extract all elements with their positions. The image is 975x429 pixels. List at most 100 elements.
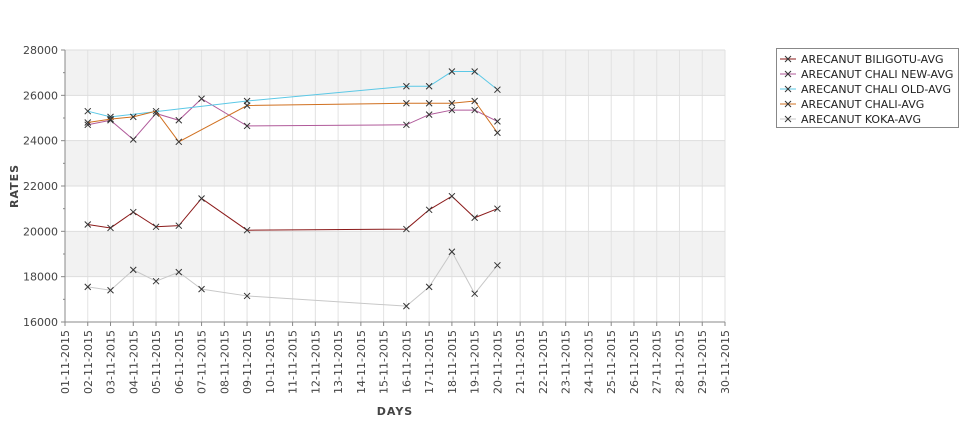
- data-point: [494, 261, 501, 269]
- marker-stroke: [471, 106, 479, 114]
- data-point: [425, 82, 433, 90]
- y-tick-label: 28000: [23, 44, 58, 57]
- legend-box: [776, 48, 959, 128]
- data-point: [243, 226, 251, 234]
- marker-stroke: [403, 225, 410, 233]
- legend: ARECANUT BILIGOTU-AVG ARECANUT CHALI NEW-…: [776, 48, 959, 128]
- data-point: [243, 292, 251, 300]
- y-tick-label: 24000: [23, 135, 58, 148]
- x-tick-label: 14-11-2015: [355, 330, 368, 394]
- data-point: [84, 283, 92, 291]
- data-point: [425, 206, 433, 214]
- marker-stroke: [198, 195, 205, 202]
- legend-marker: [784, 115, 792, 123]
- x-tick-label: 19-11-2015: [469, 330, 482, 394]
- data-point: [448, 248, 456, 256]
- series-1: [84, 192, 501, 234]
- marker-stroke: [403, 302, 410, 310]
- x-tick-label: 10-11-2015: [264, 330, 277, 394]
- marker-stroke: [448, 68, 456, 75]
- data-point: [129, 113, 137, 121]
- data-point: [471, 97, 479, 105]
- marker-stroke: [403, 82, 410, 90]
- x-tick-label: 29-11-2015: [696, 330, 709, 394]
- marker-stroke: [175, 268, 183, 276]
- marker-stroke: [152, 277, 160, 285]
- marker-stroke: [243, 122, 251, 130]
- x-tick-label: 12-11-2015: [309, 330, 322, 394]
- x-tick-label: 08-11-2015: [218, 330, 231, 394]
- data-point: [425, 99, 433, 107]
- x-tick-label: 30-11-2015: [719, 330, 732, 394]
- marker-stroke: [175, 138, 183, 146]
- x-tick-label: 24-11-2015: [582, 330, 595, 394]
- x-tick-label: 26-11-2015: [628, 330, 641, 394]
- marker-stroke: [471, 68, 479, 75]
- legend-label: ARECANUT CHALI NEW-AVG: [801, 68, 953, 81]
- marker-stroke: [84, 121, 92, 129]
- data-point: [448, 68, 456, 75]
- axes: 01-11-2015 02-11-2015 03-11-2015 04-11-2015…: [23, 44, 732, 394]
- legend-marker: [784, 85, 792, 93]
- legend-entry: ARECANUT CHALI-AVG: [780, 98, 924, 111]
- data-point: [198, 285, 205, 293]
- data-point: [471, 106, 479, 114]
- legend-label: ARECANUT BILIGOTU-AVG: [801, 53, 944, 66]
- marker-stroke: [198, 95, 205, 103]
- legend-entry: ARECANUT KOKA-AVG: [780, 113, 921, 126]
- marker-stroke: [425, 206, 433, 214]
- data-point: [198, 195, 205, 202]
- data-point: [494, 118, 501, 125]
- marker-stroke: [494, 86, 501, 94]
- legend-label: ARECANUT CHALI-AVG: [801, 98, 924, 111]
- x-tick-label: 27-11-2015: [651, 330, 664, 394]
- marker-stroke: [107, 224, 114, 232]
- data-point: [84, 107, 92, 115]
- marker-stroke: [494, 205, 501, 213]
- x-tick-label: 23-11-2015: [560, 330, 573, 394]
- marker-stroke: [471, 290, 479, 298]
- y-tick-label: 18000: [23, 271, 58, 284]
- marker-stroke: [107, 286, 114, 294]
- marker-stroke: [107, 113, 114, 121]
- marker-stroke: [129, 208, 137, 216]
- marker-stroke: [471, 97, 479, 105]
- y-tick-label: 26000: [23, 89, 58, 102]
- data-point: [403, 82, 410, 90]
- marker-stroke: [494, 129, 501, 137]
- marker-stroke: [152, 223, 160, 231]
- x-tick-label: 18-11-2015: [446, 330, 459, 394]
- marker-stroke: [243, 226, 251, 234]
- x-tick-label: 13-11-2015: [332, 330, 345, 394]
- series-line: [87, 250, 498, 307]
- data-point: [425, 283, 433, 291]
- data-point: [107, 286, 114, 294]
- data-point: [494, 205, 501, 213]
- marker-stroke: [448, 192, 456, 200]
- x-tick-label: 06-11-2015: [173, 330, 186, 394]
- data-point: [84, 119, 92, 126]
- y-axis-title: RATES: [8, 164, 21, 208]
- data-point: [243, 102, 251, 109]
- data-point: [448, 99, 456, 107]
- data-point: [403, 121, 410, 129]
- x-tick-label: 01-11-2015: [59, 330, 72, 394]
- marker-stroke: [784, 55, 792, 63]
- marker-stroke: [152, 107, 160, 115]
- x-tick-label: 17-11-2015: [423, 330, 436, 394]
- data-point: [84, 221, 92, 228]
- series-line: [87, 98, 498, 141]
- y-tick-label: 16000: [23, 316, 58, 329]
- x-axis-title: DAYS: [377, 405, 413, 418]
- series-5: [84, 248, 501, 310]
- data-point: [494, 129, 501, 137]
- data-point: [129, 266, 137, 274]
- marker-stroke: [198, 285, 205, 293]
- marker-stroke: [784, 115, 792, 123]
- marker-stroke: [494, 118, 501, 125]
- data-point: [471, 214, 479, 222]
- x-tick-label: 25-11-2015: [605, 330, 618, 394]
- marker-stroke: [448, 248, 456, 256]
- marker-stroke: [784, 85, 792, 93]
